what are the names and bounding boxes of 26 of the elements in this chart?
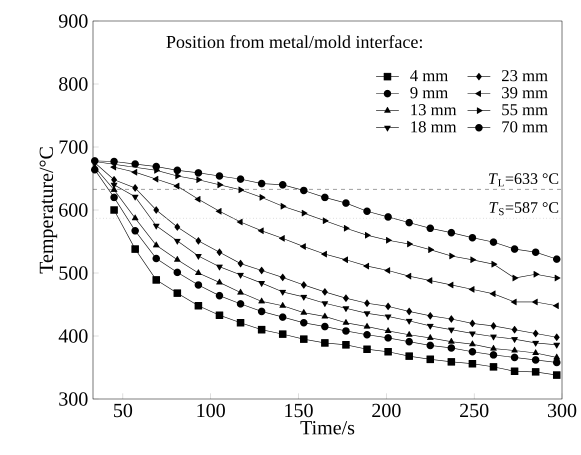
- legend-label: 4 mm: [410, 70, 448, 82]
- x-axis-title: Time/s: [300, 421, 354, 434]
- x-tick-label: 200: [372, 404, 401, 418]
- legend-label: 23 mm: [502, 70, 548, 82]
- y-tick-label: 800: [59, 77, 88, 91]
- legend-label: 55 mm: [502, 104, 548, 116]
- ref-line-label: T$_{L}$=633 °C: [488, 173, 558, 186]
- y-tick-label: 600: [59, 203, 88, 217]
- y-tick-label: 300: [59, 392, 88, 406]
- legend-label: 39 mm: [502, 87, 548, 98]
- y-tick-label: 700: [60, 140, 88, 154]
- legend-title: Position from metal/mold interface:: [166, 35, 422, 48]
- y-tick-label: 900: [58, 14, 88, 28]
- x-tick-label: 300: [548, 404, 576, 418]
- ref-line-label: T$_{S}$=587 °C: [490, 202, 558, 216]
- y-tick-label: 500: [59, 266, 88, 280]
- y-tick-label: 400: [58, 329, 88, 343]
- legend-label: 70 mm: [502, 121, 548, 132]
- x-tick-label: 100: [197, 404, 225, 418]
- x-tick-label: 150: [285, 404, 313, 418]
- x-tick-label: 250: [460, 404, 488, 418]
- legend-label: 9 mm: [410, 87, 448, 98]
- legend-label: 18 mm: [411, 121, 456, 132]
- legend-label: 13 mm: [411, 104, 456, 116]
- x-tick-label: 50: [114, 404, 132, 418]
- y-axis-title: Temperature/°C: [40, 147, 58, 274]
